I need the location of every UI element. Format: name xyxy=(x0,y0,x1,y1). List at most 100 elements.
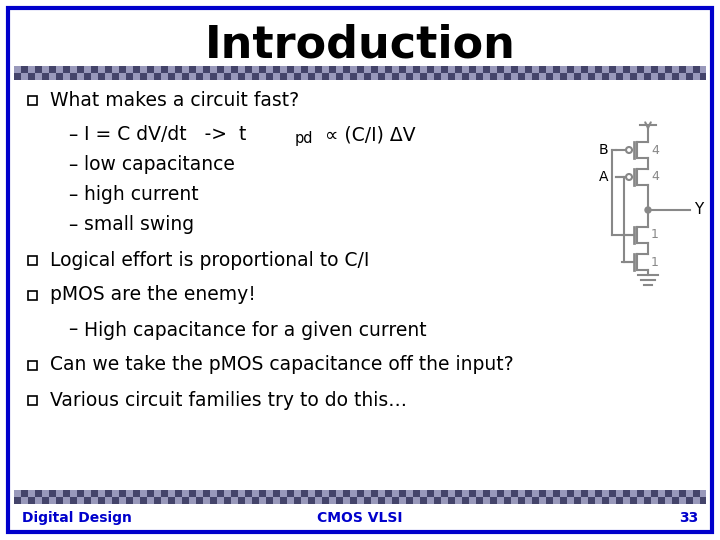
Bar xyxy=(315,66,322,73)
Bar xyxy=(217,66,224,73)
Bar xyxy=(679,490,686,497)
Bar xyxy=(49,490,56,497)
Bar xyxy=(427,497,434,504)
Bar xyxy=(644,497,651,504)
Bar xyxy=(28,497,35,504)
Text: pMOS are the enemy!: pMOS are the enemy! xyxy=(50,286,256,305)
Bar xyxy=(679,73,686,80)
Bar xyxy=(518,490,525,497)
Bar xyxy=(84,490,91,497)
Bar xyxy=(238,490,245,497)
Bar xyxy=(679,66,686,73)
Bar xyxy=(112,490,119,497)
Bar xyxy=(525,66,532,73)
Bar xyxy=(602,73,609,80)
Bar xyxy=(560,66,567,73)
Bar xyxy=(231,66,238,73)
Bar xyxy=(630,73,637,80)
Bar xyxy=(308,73,315,80)
Bar xyxy=(518,73,525,80)
Bar xyxy=(679,497,686,504)
Bar xyxy=(119,497,126,504)
Bar xyxy=(350,66,357,73)
Bar xyxy=(378,66,385,73)
Bar xyxy=(700,497,706,504)
Text: Can we take the pMOS capacitance off the input?: Can we take the pMOS capacitance off the… xyxy=(50,355,513,375)
Bar xyxy=(133,73,140,80)
Bar xyxy=(651,73,658,80)
Text: small swing: small swing xyxy=(84,215,194,234)
Bar xyxy=(161,497,168,504)
Bar xyxy=(525,497,532,504)
Bar xyxy=(476,490,483,497)
Bar xyxy=(392,66,399,73)
Bar xyxy=(42,73,49,80)
Bar xyxy=(168,490,175,497)
Bar xyxy=(378,73,385,80)
Bar xyxy=(252,490,259,497)
Bar xyxy=(322,497,329,504)
Text: 1: 1 xyxy=(651,228,659,241)
Bar xyxy=(21,66,28,73)
Bar xyxy=(63,73,70,80)
Bar xyxy=(70,497,77,504)
Bar xyxy=(595,490,602,497)
Bar xyxy=(546,490,553,497)
Bar xyxy=(231,73,238,80)
Bar xyxy=(161,66,168,73)
Bar xyxy=(399,490,406,497)
Bar xyxy=(273,497,280,504)
Bar xyxy=(35,497,42,504)
Bar xyxy=(567,66,574,73)
Bar xyxy=(553,490,560,497)
Bar xyxy=(672,497,679,504)
Bar xyxy=(252,497,259,504)
Bar xyxy=(427,73,434,80)
Bar xyxy=(308,490,315,497)
Bar xyxy=(343,490,350,497)
Bar xyxy=(336,490,343,497)
Bar xyxy=(343,66,350,73)
Bar xyxy=(553,66,560,73)
Bar xyxy=(658,497,665,504)
Bar xyxy=(294,73,301,80)
Bar xyxy=(385,66,392,73)
Bar xyxy=(210,66,217,73)
Bar xyxy=(658,490,665,497)
Bar xyxy=(28,395,37,404)
Bar xyxy=(203,73,210,80)
Bar xyxy=(406,66,413,73)
Bar xyxy=(553,73,560,80)
Bar xyxy=(385,497,392,504)
Bar xyxy=(637,490,644,497)
Bar xyxy=(602,66,609,73)
Text: Introduction: Introduction xyxy=(204,24,516,66)
Bar xyxy=(336,73,343,80)
Bar xyxy=(560,497,567,504)
Bar xyxy=(399,73,406,80)
Bar xyxy=(700,490,706,497)
Bar xyxy=(581,66,588,73)
Bar xyxy=(644,73,651,80)
Bar xyxy=(308,497,315,504)
Text: Digital Design: Digital Design xyxy=(22,511,132,525)
Bar xyxy=(21,73,28,80)
Bar xyxy=(378,497,385,504)
Bar xyxy=(427,490,434,497)
Bar xyxy=(630,497,637,504)
Bar xyxy=(98,66,105,73)
Bar xyxy=(77,497,84,504)
Bar xyxy=(105,497,112,504)
Bar xyxy=(329,66,336,73)
Bar xyxy=(224,73,231,80)
Text: I = C dV/dt   ->  t: I = C dV/dt -> t xyxy=(84,125,246,145)
Bar xyxy=(315,490,322,497)
Bar xyxy=(574,497,581,504)
Bar xyxy=(581,490,588,497)
Bar xyxy=(133,490,140,497)
Bar xyxy=(189,497,196,504)
Bar xyxy=(245,66,252,73)
Bar xyxy=(112,497,119,504)
Bar xyxy=(581,497,588,504)
Bar xyxy=(469,66,476,73)
